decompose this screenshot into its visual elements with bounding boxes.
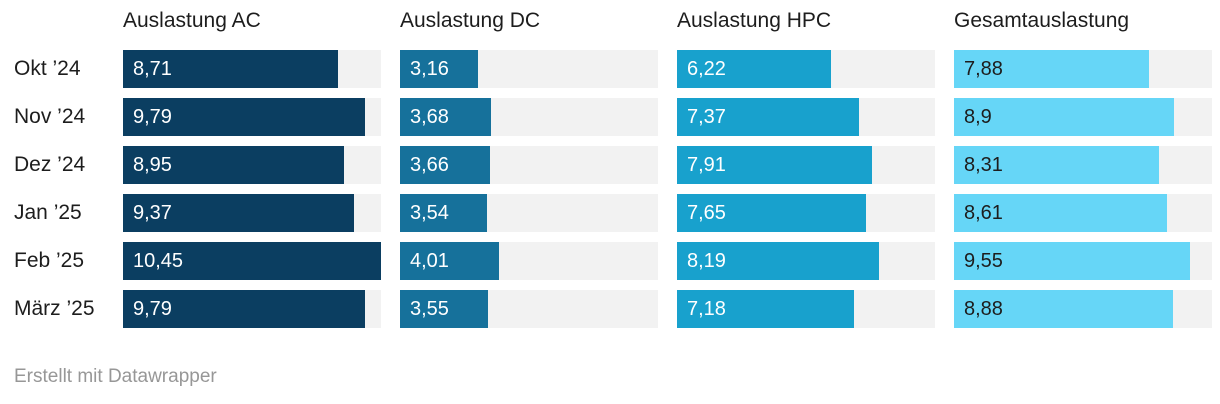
bar-track-auslastung-dc: 3,66 bbox=[400, 146, 658, 184]
bar-track-auslastung-ac: 8,95 bbox=[123, 146, 381, 184]
bar-gesamtauslastung: 8,61 bbox=[954, 194, 1167, 232]
bar-track-auslastung-dc: 3,55 bbox=[400, 290, 658, 328]
bar-track-auslastung-ac: 10,45 bbox=[123, 242, 381, 280]
column-header-auslastung-hpc: Auslastung HPC bbox=[677, 9, 832, 32]
bar-auslastung-hpc: 7,18 bbox=[677, 290, 855, 328]
bar-auslastung-hpc: 8,19 bbox=[677, 242, 880, 280]
bar-track-auslastung-ac: 9,79 bbox=[123, 98, 381, 136]
bar-auslastung-dc: 3,16 bbox=[400, 50, 479, 88]
bar-gesamtauslastung: 8,88 bbox=[954, 290, 1174, 328]
bar-auslastung-dc: 3,68 bbox=[400, 98, 491, 136]
row-label: Feb ’25 bbox=[14, 249, 85, 272]
row-label: Dez ’24 bbox=[14, 153, 86, 176]
bar-auslastung-ac: 8,71 bbox=[123, 50, 339, 88]
bar-auslastung-ac: 8,95 bbox=[123, 146, 344, 184]
bar-value-label: 8,71 bbox=[133, 57, 172, 80]
bar-gesamtauslastung: 9,55 bbox=[954, 242, 1190, 280]
bar-value-label: 7,37 bbox=[687, 105, 726, 128]
bar-auslastung-dc: 3,55 bbox=[400, 290, 488, 328]
bar-auslastung-ac: 9,79 bbox=[123, 290, 365, 328]
bar-auslastung-hpc: 6,22 bbox=[677, 50, 831, 88]
bar-value-label: 8,9 bbox=[964, 105, 992, 128]
column-header-auslastung-ac: Auslastung AC bbox=[123, 9, 261, 32]
bar-track-auslastung-hpc: 7,65 bbox=[677, 194, 935, 232]
bar-value-label: 8,19 bbox=[687, 249, 726, 272]
bar-value-label: 3,54 bbox=[410, 201, 449, 224]
bar-auslastung-hpc: 7,65 bbox=[677, 194, 866, 232]
bar-track-auslastung-hpc: 8,19 bbox=[677, 242, 935, 280]
bar-value-label: 4,01 bbox=[410, 249, 449, 272]
bar-track-auslastung-dc: 3,54 bbox=[400, 194, 658, 232]
bar-value-label: 6,22 bbox=[687, 57, 726, 80]
header-corner-spacer bbox=[0, 2, 104, 40]
bar-auslastung-dc: 4,01 bbox=[400, 242, 499, 280]
bar-value-label: 9,37 bbox=[133, 201, 172, 224]
row-label: Jan ’25 bbox=[14, 201, 82, 224]
bar-value-label: 9,79 bbox=[133, 105, 172, 128]
bar-track-auslastung-hpc: 7,91 bbox=[677, 146, 935, 184]
bar-track-gesamtauslastung: 8,88 bbox=[954, 290, 1212, 328]
bar-value-label: 7,65 bbox=[687, 201, 726, 224]
bar-track-gesamtauslastung: 9,55 bbox=[954, 242, 1212, 280]
bar-gesamtauslastung: 7,88 bbox=[954, 50, 1149, 88]
column-header-gesamtauslastung: Gesamtauslastung bbox=[954, 9, 1130, 32]
row-label: März ’25 bbox=[14, 297, 95, 320]
bar-track-auslastung-ac: 9,37 bbox=[123, 194, 381, 232]
bar-value-label: 8,95 bbox=[133, 153, 172, 176]
bar-gesamtauslastung: 8,31 bbox=[954, 146, 1160, 184]
bar-auslastung-hpc: 7,91 bbox=[677, 146, 873, 184]
bar-value-label: 10,45 bbox=[133, 249, 184, 272]
bar-gesamtauslastung: 8,9 bbox=[954, 98, 1174, 136]
row-label: Okt ’24 bbox=[14, 57, 81, 80]
bar-auslastung-ac: 9,79 bbox=[123, 98, 365, 136]
bar-value-label: 3,16 bbox=[410, 57, 449, 80]
bar-value-label: 7,88 bbox=[964, 57, 1003, 80]
row-label: Nov ’24 bbox=[14, 105, 86, 128]
bar-value-label: 9,79 bbox=[133, 297, 172, 320]
bar-value-label: 7,18 bbox=[687, 297, 726, 320]
bar-value-label: 3,55 bbox=[410, 297, 449, 320]
bar-auslastung-ac: 9,37 bbox=[123, 194, 355, 232]
bar-value-label: 7,91 bbox=[687, 153, 726, 176]
bar-track-auslastung-ac: 8,71 bbox=[123, 50, 381, 88]
bar-track-auslastung-dc: 4,01 bbox=[400, 242, 658, 280]
bar-track-gesamtauslastung: 8,31 bbox=[954, 146, 1212, 184]
bar-track-auslastung-hpc: 6,22 bbox=[677, 50, 935, 88]
bar-track-auslastung-hpc: 7,37 bbox=[677, 98, 935, 136]
bar-value-label: 8,88 bbox=[964, 297, 1003, 320]
column-header-auslastung-dc: Auslastung DC bbox=[400, 9, 541, 32]
bar-track-gesamtauslastung: 8,61 bbox=[954, 194, 1212, 232]
attribution-text: Erstellt mit Datawrapper bbox=[14, 366, 217, 387]
chart-grid: Auslastung AC Auslastung DC Auslastung HPC… bbox=[0, 2, 1212, 328]
bar-auslastung-dc: 3,54 bbox=[400, 194, 488, 232]
bar-value-label: 9,55 bbox=[964, 249, 1003, 272]
bar-value-label: 3,66 bbox=[410, 153, 449, 176]
bar-auslastung-hpc: 7,37 bbox=[677, 98, 859, 136]
bar-track-auslastung-ac: 9,79 bbox=[123, 290, 381, 328]
bar-track-auslastung-dc: 3,68 bbox=[400, 98, 658, 136]
bar-value-label: 8,61 bbox=[964, 201, 1003, 224]
bar-auslastung-ac: 10,45 bbox=[123, 242, 381, 280]
bar-track-gesamtauslastung: 8,9 bbox=[954, 98, 1212, 136]
bar-track-auslastung-hpc: 7,18 bbox=[677, 290, 935, 328]
bar-value-label: 8,31 bbox=[964, 153, 1003, 176]
bar-track-auslastung-dc: 3,16 bbox=[400, 50, 658, 88]
bar-auslastung-dc: 3,66 bbox=[400, 146, 491, 184]
bar-value-label: 3,68 bbox=[410, 105, 449, 128]
bar-track-gesamtauslastung: 7,88 bbox=[954, 50, 1212, 88]
